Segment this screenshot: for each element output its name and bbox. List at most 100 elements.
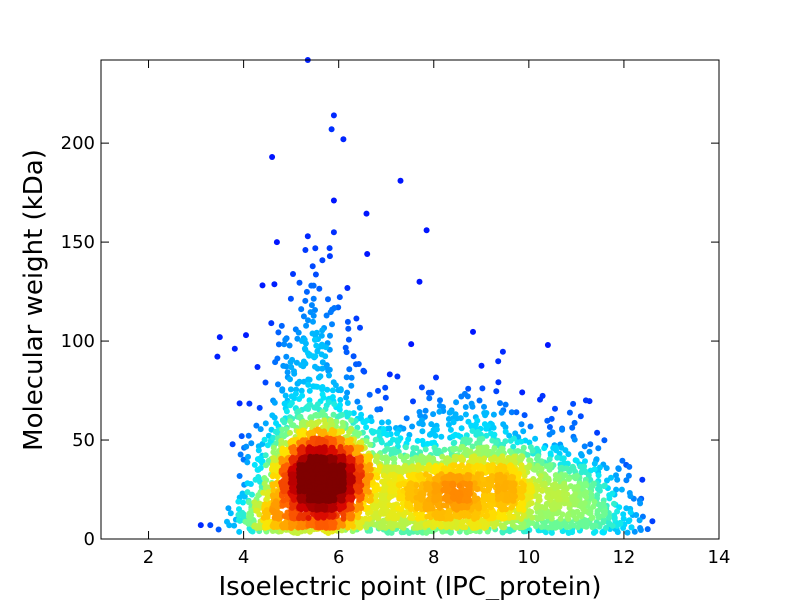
scatter-point [426,462,432,469]
scatter-point [470,514,477,521]
scatter-point [554,502,561,509]
scatter-point [445,421,452,428]
scatter-point [354,398,361,405]
scatter-point [366,391,373,398]
scatter-point [279,492,285,499]
scatter-point [273,440,280,447]
scatter-point [534,462,541,469]
scatter-point [375,387,381,394]
scatter-point [587,441,594,448]
scatter-point [357,445,364,452]
scatter-point [433,374,439,381]
scatter-point [595,514,602,521]
scatter-point [305,350,311,357]
scatter-point [312,363,318,370]
scatter-point [611,500,617,507]
scatter-point [583,494,590,501]
scatter-point [281,400,288,407]
scatter-point [538,524,545,530]
scatter-point [558,444,565,451]
scatter-point [519,389,526,396]
scatter-point [348,382,355,389]
scatter-point [306,488,313,495]
scatter-point [473,474,480,481]
scatter-point [312,271,319,278]
scatter-point [314,348,321,355]
scatter-point [502,480,509,487]
scatter-point [344,285,351,291]
scatter-point [600,508,607,515]
scatter-point [484,512,490,519]
scatter-point [298,387,305,394]
scatter-point [240,499,246,506]
scatter-point [589,524,596,531]
scatter-point [349,456,356,463]
scatter-point [469,443,476,450]
scatter-point [623,505,630,512]
scatter-point [357,463,364,470]
scatter-point [549,506,556,512]
scatter-point [424,486,431,493]
scatter-point [472,495,479,502]
scatter-point [454,503,461,510]
scatter-point [574,508,581,515]
scatter-point [444,458,451,464]
scatter-point [419,514,426,521]
scatter-point [357,324,363,331]
scatter-point [569,463,576,470]
scatter-point [310,318,316,325]
scatter-point [462,404,469,410]
scatter-point [451,462,458,469]
scatter-point [627,509,634,516]
scatter-point [365,488,372,495]
scatter-point [326,372,332,379]
scatter-point [495,358,502,365]
scatter-point [534,515,541,522]
scatter-point [582,468,589,475]
scatter-point [255,447,262,454]
scatter-point [251,499,258,506]
scatter-point [296,378,303,385]
scatter-point [372,497,379,504]
scatter-point [477,457,484,464]
scatter-point [299,427,306,434]
scatter-point [586,448,593,455]
scatter-point [436,408,443,415]
scatter-point [600,512,607,519]
scatter-point [475,445,482,452]
scatter-point [403,415,410,422]
scatter-point [506,515,513,521]
scatter-point [297,414,304,421]
scatter-point [298,448,305,454]
scatter-point [580,506,587,513]
scatter-point [465,513,472,520]
scatter-point [333,418,340,425]
scatter-point [301,488,308,495]
scatter-point [425,389,432,396]
scatter-point [451,439,458,446]
scatter-point [361,368,368,375]
scatter-point [275,381,281,388]
scatter-point [417,524,424,531]
scatter-point [283,408,290,415]
scatter-point [483,444,490,451]
scatter-point [236,400,243,407]
scatter-point [281,341,288,348]
scatter-point [469,403,476,410]
scatter-point [459,524,466,531]
scatter-point [644,526,651,533]
scatter-point [603,465,610,472]
scatter-point [339,497,346,504]
scatter-point [313,329,320,336]
scatter-point [309,475,316,482]
scatter-point [565,476,572,482]
scatter-point [620,515,627,522]
scatter-point [249,491,255,498]
scatter-point [288,445,295,452]
scatter-point [262,420,269,427]
scatter-point [601,437,608,444]
scatter-point [373,457,380,464]
scatter-point [439,453,446,460]
scatter-point [459,509,465,516]
scatter-point [327,447,334,453]
